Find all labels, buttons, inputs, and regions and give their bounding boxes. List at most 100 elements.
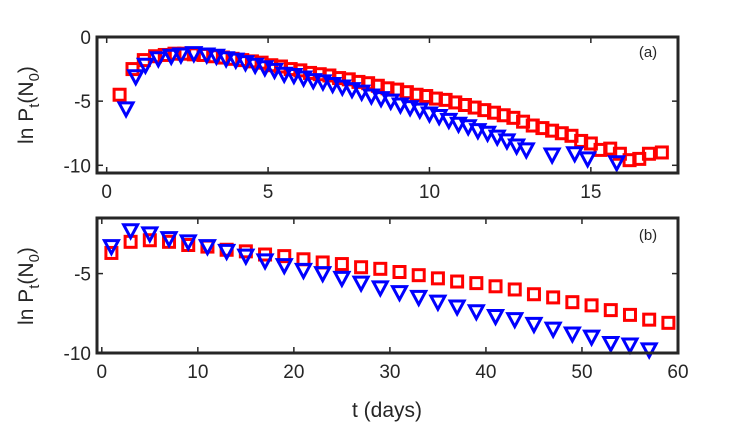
- panel-a-triangles-point: [135, 57, 155, 76]
- panel-a-triangles-point: [184, 46, 204, 64]
- panel-b-squares-point: [565, 295, 580, 310]
- panel-b-triangles-point: [101, 239, 121, 257]
- panel-b-triangles-point: [332, 270, 352, 289]
- panel-b-triangles-point: [313, 266, 333, 284]
- panel-b-squares-point: [603, 303, 618, 318]
- panel-b-triangles-point: [582, 329, 602, 348]
- panel-a-triangles-point: [607, 155, 627, 173]
- panel-b-axes-frame: [95, 216, 680, 355]
- panel-b-triangles-point: [121, 223, 141, 241]
- panel-b-triangles-point: [505, 312, 525, 330]
- panel-b-ticks: 0 10 20 30 40 50 60 -5 -10: [64, 218, 689, 383]
- panel-a-xtick-label: 15: [580, 182, 601, 203]
- panel-b-triangles-point: [274, 258, 294, 276]
- panel-a-squares-point: [654, 145, 669, 160]
- panel-b-squares-point: [469, 276, 484, 291]
- panel-b-triangles-point: [140, 226, 160, 245]
- panel-b-squares-point: [277, 249, 292, 264]
- panel-a-axes-frame: [95, 35, 680, 175]
- panel-b-squares-point: [392, 265, 407, 279]
- panel-b-triangles-point: [447, 299, 467, 318]
- panel-b-triangles-point: [293, 262, 313, 281]
- panel-a-triangles-point: [216, 51, 236, 69]
- panel-b-label: (b): [639, 227, 657, 244]
- panel-b-triangles-point: [351, 275, 371, 294]
- panel-b-squares-point: [142, 233, 157, 248]
- panel-b-xlabel: t (days): [352, 399, 422, 422]
- panel-b-triangles-point: [601, 335, 621, 354]
- panel-b-triangles-point: [159, 231, 179, 249]
- panel-a-triangles-point: [303, 73, 323, 91]
- panel-b-ytick-label: -5: [74, 265, 91, 286]
- panel-b-squares-point: [661, 315, 676, 330]
- panel-a-triangles-point: [565, 146, 585, 164]
- panel-b-triangles-point: [543, 321, 563, 340]
- panel-a-triangles-point: [197, 47, 217, 66]
- panel-b-triangles-point: [370, 280, 390, 299]
- panel-a-squares-point: [112, 87, 127, 102]
- panel-b-xtick-label: 20: [283, 362, 304, 383]
- panel-a-squares-point: [125, 62, 140, 77]
- panel-b: 0 10 20 30 40 50 60 -5 -10 (b) ln Pt(N0) t (days…: [15, 216, 689, 422]
- panel-b-xtick-label: 30: [379, 362, 400, 383]
- panel-b-triangles-point: [428, 294, 448, 313]
- panel-a-triangles-point: [116, 101, 136, 120]
- panel-a-ticks: 0 5 10 15 0 -5 -10: [64, 28, 678, 203]
- panel-a-ytick-label: -5: [74, 92, 91, 113]
- panel-a-squares-point: [641, 146, 656, 161]
- panel-b-ylabel: ln Pt(N0): [15, 247, 43, 325]
- panel-b-triangles-point: [197, 239, 217, 257]
- panel-a-triangles-point: [126, 69, 146, 87]
- panel-b-squares-point: [507, 282, 522, 297]
- panel-b-triangles-point: [178, 234, 198, 252]
- panel-b-squares-point: [450, 274, 465, 289]
- panel-b-ytick-label: -10: [64, 344, 91, 365]
- panel-a-ytick-label: 0: [80, 28, 91, 49]
- panel-b-triangles-point: [639, 342, 659, 360]
- panel-b-squares-point: [104, 245, 119, 260]
- panel-b-triangles-point: [524, 316, 544, 335]
- panel-b-squares-point: [354, 260, 369, 275]
- panel-b-squares-point: [546, 290, 561, 305]
- panel-b-squares-point: [373, 261, 388, 276]
- panel-a: 0 5 10 15 0 -5 -10 (a) ln Pt(N0): [15, 28, 680, 203]
- panel-b-squares-point: [411, 268, 426, 283]
- panel-b-triangles-point: [236, 248, 256, 267]
- panel-b-triangles-point: [562, 326, 582, 345]
- panel-a-label: (a): [639, 44, 657, 61]
- panel-a-xtick-label: 10: [419, 182, 440, 203]
- panel-a-xtick-label: 0: [101, 182, 112, 203]
- panel-b-triangles-point: [620, 337, 640, 356]
- panel-b-xtick-label: 60: [667, 362, 688, 383]
- panel-a-triangles-point: [578, 151, 598, 170]
- panel-b-triangles-point: [255, 253, 275, 272]
- panel-b-markers: [101, 223, 676, 360]
- panel-b-xtick-label: 50: [571, 362, 592, 383]
- panel-b-triangles-point: [409, 289, 429, 308]
- panel-a-triangles-point: [161, 48, 181, 67]
- panel-b-squares-point: [642, 312, 657, 327]
- panel-a-triangles-point: [274, 66, 294, 85]
- panel-a-xtick-label: 5: [263, 182, 274, 203]
- panel-a-ytick-label: -10: [64, 156, 91, 177]
- panel-b-xtick-label: 40: [475, 362, 496, 383]
- panel-a-triangles-point: [148, 51, 168, 69]
- panel-b-squares-point: [488, 279, 503, 294]
- panel-b-xtick-label: 10: [187, 362, 208, 383]
- panel-b-squares-point: [430, 271, 445, 286]
- panel-b-squares-point: [334, 257, 349, 272]
- panel-a-triangles-point: [516, 142, 536, 161]
- panel-b-squares-point: [584, 298, 599, 313]
- panel-b-squares-point: [526, 287, 541, 302]
- panel-a-ylabel: ln Pt(N0): [15, 66, 43, 144]
- panel-b-triangles-point: [466, 304, 486, 322]
- panel-b-triangles-point: [486, 308, 506, 327]
- panel-b-squares-point: [622, 307, 637, 322]
- panel-b-triangles-point: [217, 243, 237, 262]
- panel-a-triangles-point: [542, 147, 562, 166]
- panel-a-markers: [112, 46, 669, 173]
- panel-a-triangles-point: [171, 47, 191, 66]
- panel-b-xtick-label: 0: [97, 362, 108, 383]
- panel-b-triangles-point: [389, 285, 410, 303]
